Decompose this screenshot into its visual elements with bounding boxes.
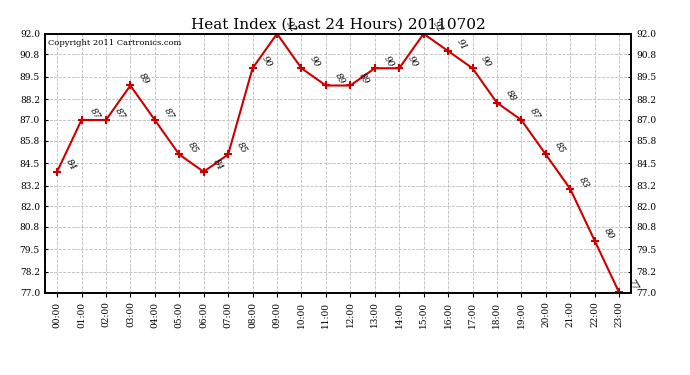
Text: 77: 77 — [626, 279, 640, 293]
Text: 89: 89 — [137, 72, 151, 86]
Text: 87: 87 — [161, 106, 175, 121]
Text: 85: 85 — [553, 141, 566, 155]
Title: Heat Index (Last 24 Hours) 20110702: Heat Index (Last 24 Hours) 20110702 — [190, 17, 486, 31]
Text: 90: 90 — [406, 54, 420, 69]
Text: 92: 92 — [431, 20, 444, 34]
Text: 91: 91 — [455, 37, 469, 52]
Text: 84: 84 — [64, 158, 77, 172]
Text: 85: 85 — [186, 141, 199, 155]
Text: 87: 87 — [88, 106, 102, 121]
Text: 88: 88 — [504, 89, 518, 104]
Text: 90: 90 — [480, 54, 493, 69]
Text: 92: 92 — [284, 20, 297, 34]
Text: 90: 90 — [259, 54, 273, 69]
Text: 90: 90 — [308, 54, 322, 69]
Text: 85: 85 — [235, 141, 248, 155]
Text: 84: 84 — [210, 158, 224, 172]
Text: 83: 83 — [578, 175, 591, 190]
Text: 87: 87 — [529, 106, 542, 121]
Text: Copyright 2011 Cartronics.com: Copyright 2011 Cartronics.com — [48, 39, 181, 47]
Text: 89: 89 — [333, 72, 346, 86]
Text: 89: 89 — [357, 72, 371, 86]
Text: 90: 90 — [382, 54, 395, 69]
Text: 87: 87 — [113, 106, 126, 121]
Text: 80: 80 — [602, 227, 615, 242]
